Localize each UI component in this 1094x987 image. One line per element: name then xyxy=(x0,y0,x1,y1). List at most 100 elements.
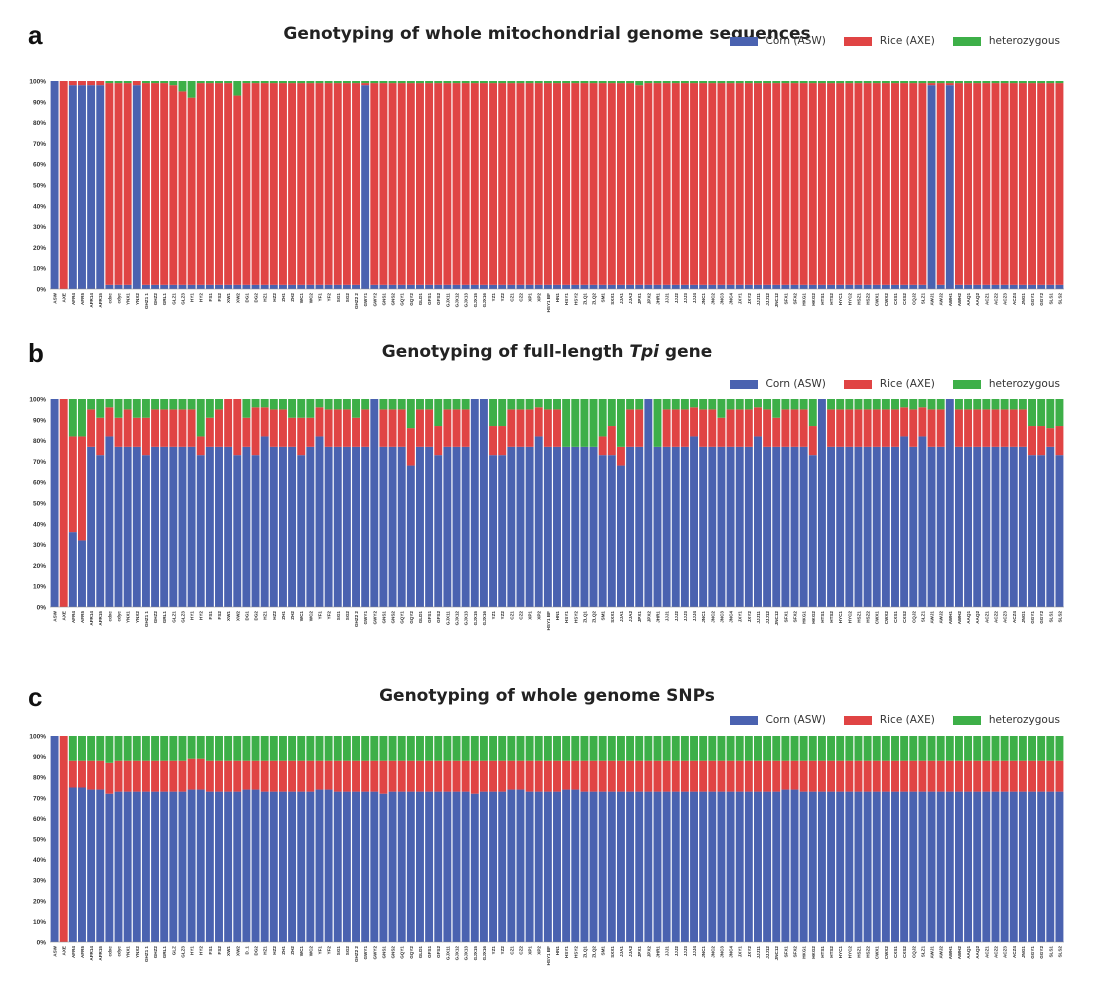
x-tick-label: JNG1 xyxy=(1021,611,1026,623)
bar-rice-segment xyxy=(635,85,644,285)
bar-corn-segment xyxy=(854,791,863,942)
bar-corn-segment xyxy=(352,791,360,942)
x-tick-label: SXX1 xyxy=(610,611,615,623)
x-tick-label: GJX16 xyxy=(482,293,487,308)
bar-rice-segment xyxy=(808,426,817,456)
y-tick-label: 100% xyxy=(29,79,46,86)
bar-het-segment xyxy=(68,399,77,437)
bar-het-segment xyxy=(260,736,269,761)
x-tick-label: DG2 xyxy=(254,611,259,621)
bar-corn-segment xyxy=(96,789,105,942)
bar-het-segment xyxy=(452,736,461,761)
bar-rice-segment xyxy=(881,409,890,447)
x-tick-label: AWJ2 xyxy=(939,611,944,624)
bar-rice-segment xyxy=(991,83,1000,285)
x-tick-label: SG2 xyxy=(345,293,350,303)
bar-rice-segment xyxy=(114,417,123,447)
bar-het-segment xyxy=(726,81,735,84)
bar-rice-segment xyxy=(1000,760,1009,792)
bar-het-segment xyxy=(1009,81,1018,84)
bar-het-segment xyxy=(470,736,479,761)
x-tick-label: GWY2 xyxy=(372,293,377,307)
x-tick-label: CWX1 xyxy=(875,611,880,625)
bar-rice-segment xyxy=(543,83,552,285)
bar-het-segment xyxy=(854,399,863,410)
bar-corn-segment xyxy=(315,284,324,289)
x-tick-label: D_1 xyxy=(244,946,249,955)
x-tick-label: JJJ11 xyxy=(756,611,761,624)
bar-het-segment xyxy=(416,399,424,410)
bar-corn-segment xyxy=(516,446,525,607)
bar-het-segment xyxy=(352,736,360,761)
bar-corn-segment xyxy=(434,791,443,942)
bar-het-segment xyxy=(799,736,808,761)
bar-rice-segment xyxy=(817,83,826,285)
x-tick-label: AWH2 xyxy=(957,611,962,625)
bar-rice-segment xyxy=(982,409,991,447)
x-tick-label: JNG1 xyxy=(1021,293,1026,305)
bar-rice-segment xyxy=(936,83,945,285)
bar-het-segment xyxy=(772,736,781,761)
bar-het-segment xyxy=(863,399,872,410)
x-tick-label: XP1 xyxy=(528,946,533,955)
x-tick-label: CZ1 xyxy=(509,611,514,620)
bar-het-segment xyxy=(699,399,708,410)
bar-corn-segment xyxy=(352,284,360,289)
bar-het-segment xyxy=(845,736,854,761)
bar-corn-segment xyxy=(288,446,297,607)
x-tick-label: HTS2 xyxy=(829,611,834,623)
x-tick-label: HSZ1 xyxy=(856,293,861,305)
y-tick-label: 40% xyxy=(33,521,46,528)
bar-het-segment xyxy=(388,81,397,84)
bar-het-segment xyxy=(744,399,753,410)
x-tick-label: GHZ1 1 xyxy=(144,293,149,310)
bar-corn-segment xyxy=(854,284,863,289)
x-tick-label: GFS2 xyxy=(436,611,441,623)
bar-het-segment xyxy=(827,81,836,84)
x-tick-label: ZLQ2 xyxy=(592,946,597,958)
bar-rice-segment xyxy=(178,91,187,285)
x-tick-label: SXX1 xyxy=(610,293,615,305)
bar-het-segment xyxy=(187,736,196,759)
bar-het-segment xyxy=(790,81,799,84)
x-tick-label: CQJ2 xyxy=(911,946,916,958)
bar-het-segment xyxy=(927,736,936,761)
bar-corn-segment xyxy=(224,791,233,942)
bar-rice-segment xyxy=(900,407,909,437)
x-tick-label: WC1 xyxy=(299,611,304,622)
legend-label: heterozygous xyxy=(988,378,1060,390)
bar-het-segment xyxy=(690,81,698,84)
bar-rice-segment xyxy=(306,83,315,285)
bar-corn-segment xyxy=(1018,791,1027,942)
bar-rice-segment xyxy=(425,760,434,792)
bar-rice-segment xyxy=(1055,83,1064,285)
bar-rice-segment xyxy=(909,409,918,447)
bar-corn-segment xyxy=(379,793,388,942)
bar-rice-segment xyxy=(553,409,561,447)
legend-label: Corn (ASW) xyxy=(765,378,826,390)
x-tick-label: XW1 xyxy=(226,611,231,621)
bar-corn-segment xyxy=(196,789,205,942)
legend-swatch xyxy=(843,715,872,725)
bar-rice-segment xyxy=(534,407,543,437)
bar-corn-segment xyxy=(616,791,625,942)
bar-het-segment xyxy=(96,736,105,761)
x-tick-label: GWY1 xyxy=(363,611,368,625)
bar-het-segment xyxy=(141,736,150,761)
bar-corn-segment xyxy=(1009,446,1018,607)
bar-rice-segment xyxy=(470,83,479,285)
bar-rice-segment xyxy=(799,83,808,285)
bar-corn-segment xyxy=(534,284,543,289)
bar-het-segment xyxy=(763,399,772,410)
bar-het-segment xyxy=(735,399,744,410)
bar-corn-segment xyxy=(1028,455,1036,607)
bar-corn-segment xyxy=(671,791,680,942)
bar-rice-segment xyxy=(982,83,991,285)
x-tick-label: GJX11 xyxy=(445,611,450,625)
bar-rice-segment xyxy=(607,426,616,456)
bar-rice-segment xyxy=(489,426,498,456)
bar-het-segment xyxy=(562,81,571,84)
x-tick-label: JPX2 xyxy=(646,946,651,958)
x-tick-label: JJJ3 xyxy=(683,946,688,957)
bar-rice-segment xyxy=(196,83,205,285)
